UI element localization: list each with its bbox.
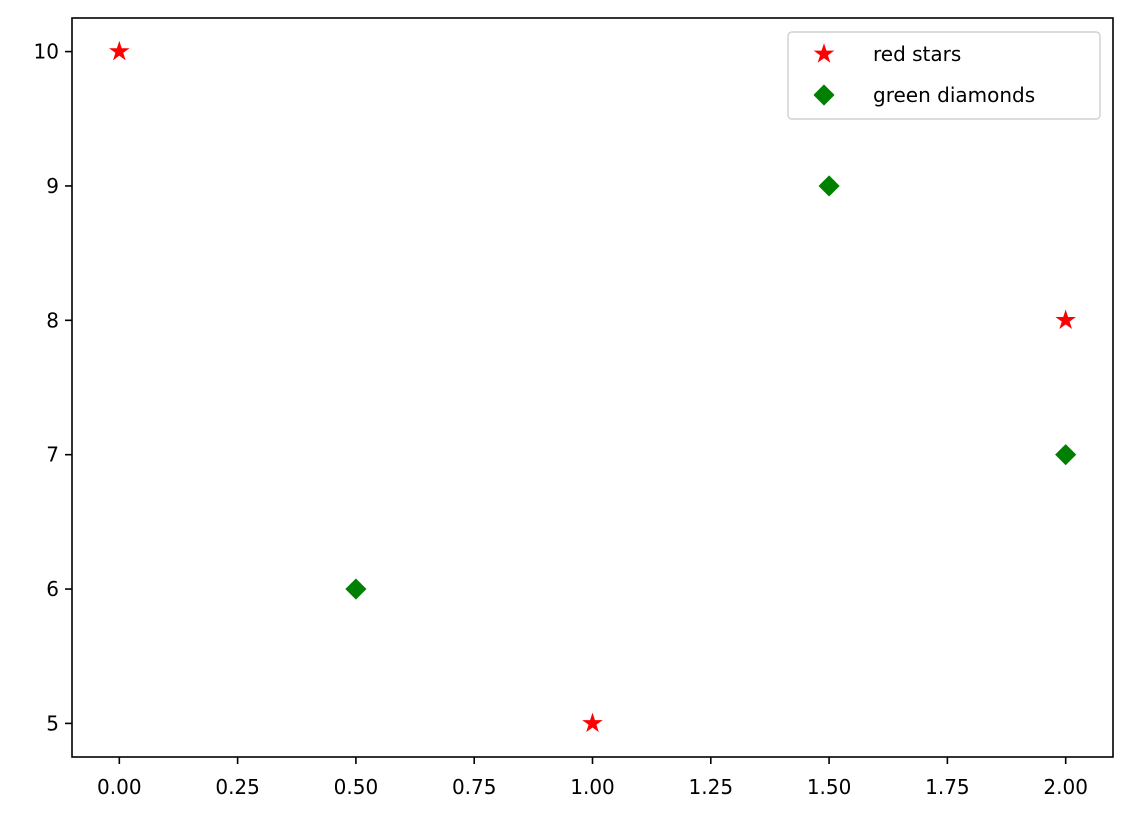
x-tick-label: 1.50 — [807, 775, 852, 799]
data-points — [109, 40, 1077, 733]
y-tick-label: 6 — [46, 577, 59, 601]
legend-box — [787, 31, 1101, 120]
x-tick-label: 0.50 — [334, 775, 379, 799]
y-tick-label: 8 — [46, 308, 59, 332]
x-tick-label: 1.00 — [570, 775, 615, 799]
red-star-point — [1055, 309, 1076, 330]
legend-entry-label: red stars — [873, 42, 961, 66]
red-star-point — [582, 712, 603, 733]
legend-diamond-icon — [813, 84, 835, 106]
x-tick-label: 0.00 — [97, 775, 142, 799]
x-tick-label: 1.25 — [689, 775, 734, 799]
x-tick-label: 0.25 — [215, 775, 260, 799]
y-tick-label: 9 — [46, 174, 59, 198]
x-tick-label: 2.00 — [1043, 775, 1088, 799]
y-tick-label: 5 — [46, 711, 59, 735]
y-tick-label: 10 — [34, 40, 59, 64]
y-tick-label: 7 — [46, 443, 59, 467]
green-diamond-point — [345, 578, 367, 600]
plot-area-frame — [71, 17, 1114, 758]
red-star-point — [109, 40, 130, 61]
legend-entry-label: green diamonds — [873, 83, 1035, 107]
legend-star-icon — [813, 43, 835, 63]
green-diamond-point — [818, 175, 840, 197]
green-diamond-point — [1055, 444, 1077, 466]
legend: red stars green diamonds — [787, 31, 1101, 120]
x-tick-label: 0.75 — [452, 775, 497, 799]
x-tick-label: 1.75 — [925, 775, 970, 799]
y-axis-ticks: 5 6 7 8 9 10 — [34, 40, 72, 735]
x-axis-ticks: 0.00 0.25 0.50 0.75 1.00 1.25 1.50 1.75 2.00 — [97, 757, 1088, 799]
